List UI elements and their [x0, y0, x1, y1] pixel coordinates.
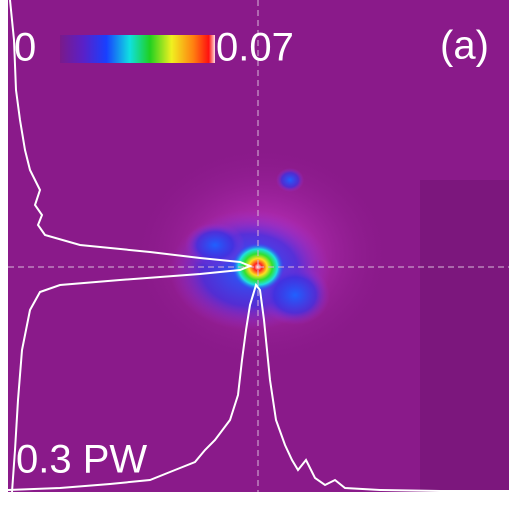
colorbar-max: 0.07 [216, 26, 294, 70]
power-annotation: 0.3 PW [16, 438, 147, 482]
colorbar-min: 0 [14, 26, 36, 70]
horizontal-profile [7, 282, 509, 492]
vertical-profile [9, 0, 253, 493]
colorbar [60, 35, 215, 63]
crosshair [8, 0, 509, 492]
panel-label: (a) [440, 24, 489, 68]
beam-spot [132, 145, 392, 365]
dark-edge [420, 180, 509, 492]
